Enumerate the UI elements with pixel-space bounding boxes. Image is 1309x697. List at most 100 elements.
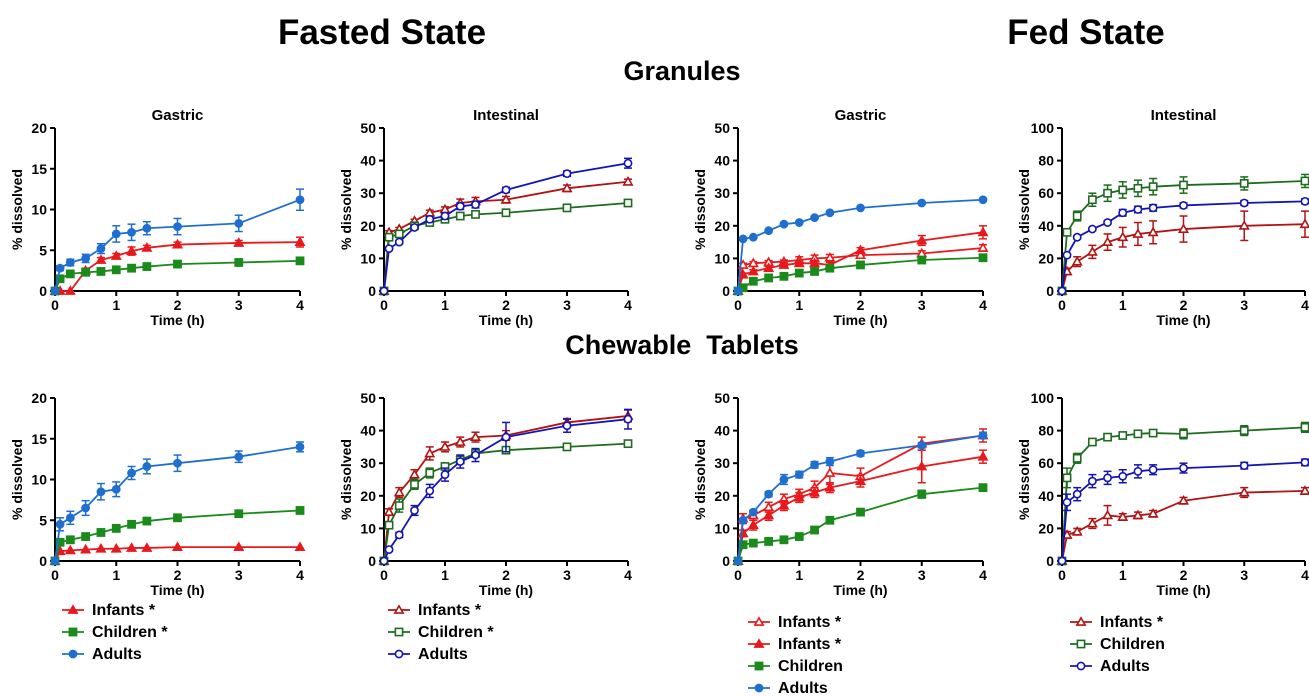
data-point	[384, 244, 394, 254]
data-point	[977, 450, 989, 461]
data-point	[779, 219, 789, 229]
data-point	[747, 265, 759, 276]
legend-item: Adults	[62, 646, 142, 663]
data-point	[763, 501, 775, 512]
series-1	[49, 541, 306, 565]
data-point	[1117, 511, 1129, 521]
legend-label: Infants *	[92, 602, 156, 619]
y-axis-label: % dissolved	[338, 169, 354, 250]
data-point	[562, 203, 572, 213]
data-point	[764, 273, 774, 283]
data-point	[748, 276, 758, 286]
x-tick-label: 2	[857, 297, 865, 313]
x-tick-label: 0	[734, 567, 742, 583]
data-point	[793, 491, 805, 502]
data-point	[623, 198, 633, 208]
y-tick-label: 0	[39, 553, 47, 569]
data-point	[142, 262, 152, 271]
legend-marker	[394, 627, 404, 637]
data-point	[425, 214, 435, 224]
data-point	[1086, 517, 1098, 528]
data-point	[64, 544, 76, 555]
y-tick-label: 0	[722, 553, 730, 569]
y-tick-label: 30	[360, 455, 376, 471]
series-1	[378, 176, 634, 295]
x-tick-label: 3	[1240, 297, 1248, 313]
data-point	[394, 229, 404, 239]
x-tick-label: 4	[1301, 567, 1309, 583]
data-point	[173, 458, 182, 468]
legend-marker	[754, 661, 764, 671]
x-tick-label: 4	[979, 567, 987, 583]
data-point	[471, 200, 480, 210]
series-3	[50, 441, 305, 566]
data-point	[294, 236, 306, 247]
x-axis-label: Time (h)	[1156, 582, 1210, 598]
data-point	[393, 486, 405, 497]
legend-item: Adults	[748, 680, 828, 697]
x-tick-label: 4	[1301, 297, 1309, 313]
data-point	[733, 556, 743, 566]
data-point	[778, 499, 790, 510]
legend-marker	[393, 604, 405, 614]
y-tick-label: 40	[1038, 488, 1054, 504]
data-point	[55, 537, 65, 547]
data-point	[234, 258, 244, 267]
data-point	[96, 244, 106, 254]
data-point	[1300, 176, 1309, 186]
data-point	[1239, 426, 1249, 435]
data-point	[111, 484, 121, 494]
data-point	[384, 545, 394, 554]
data-point	[747, 519, 759, 530]
data-point	[1087, 476, 1097, 486]
y-tick-label: 50	[360, 390, 376, 406]
y-tick-label: 50	[714, 120, 730, 136]
legend-3: Infants * Infants * Children Adults	[748, 614, 843, 697]
x-tick-label: 2	[857, 567, 865, 583]
y-tick-label: 0	[1046, 283, 1054, 299]
data-point	[384, 520, 394, 530]
x-tick-label: 0	[380, 297, 388, 313]
data-point	[778, 259, 790, 269]
data-point	[916, 460, 928, 471]
data-point	[562, 421, 572, 431]
data-point	[1087, 224, 1097, 234]
data-point	[1072, 489, 1082, 499]
data-point	[763, 262, 775, 273]
y-tick-label: 10	[31, 202, 47, 218]
data-point	[794, 532, 804, 541]
legend-label: Children *	[418, 624, 494, 641]
x-tick-label: 1	[795, 567, 803, 583]
y-tick-label: 10	[31, 472, 47, 488]
data-point	[469, 431, 482, 442]
x-tick-label: 4	[296, 567, 304, 583]
legend-marker	[394, 649, 404, 659]
data-point	[916, 234, 928, 245]
legend-label: Adults	[778, 680, 828, 697]
data-point	[856, 507, 865, 517]
legend-label: Infants *	[778, 636, 842, 653]
data-point	[1300, 457, 1309, 467]
data-point	[810, 460, 819, 470]
x-tick-label: 1	[1119, 567, 1127, 583]
legend-1: Infants * Children * Adults	[62, 602, 168, 663]
data-point	[809, 257, 821, 268]
legend-item: Infants *	[748, 636, 842, 653]
data-point	[81, 532, 91, 541]
series-2	[1057, 421, 1309, 566]
data-point	[1239, 198, 1249, 208]
x-tick-label: 3	[563, 567, 571, 583]
legend-label: Adults	[92, 646, 142, 663]
data-point	[233, 237, 245, 247]
x-tick-label: 1	[795, 297, 803, 313]
data-point	[737, 268, 749, 279]
data-point	[295, 442, 305, 452]
y-tick-label: 10	[360, 250, 376, 266]
data-point	[142, 462, 152, 471]
data-point	[171, 238, 184, 249]
legend-2: Infants * Children * Adults	[388, 602, 494, 663]
data-point	[1299, 218, 1309, 229]
data-point	[917, 255, 927, 265]
data-point	[394, 237, 404, 247]
